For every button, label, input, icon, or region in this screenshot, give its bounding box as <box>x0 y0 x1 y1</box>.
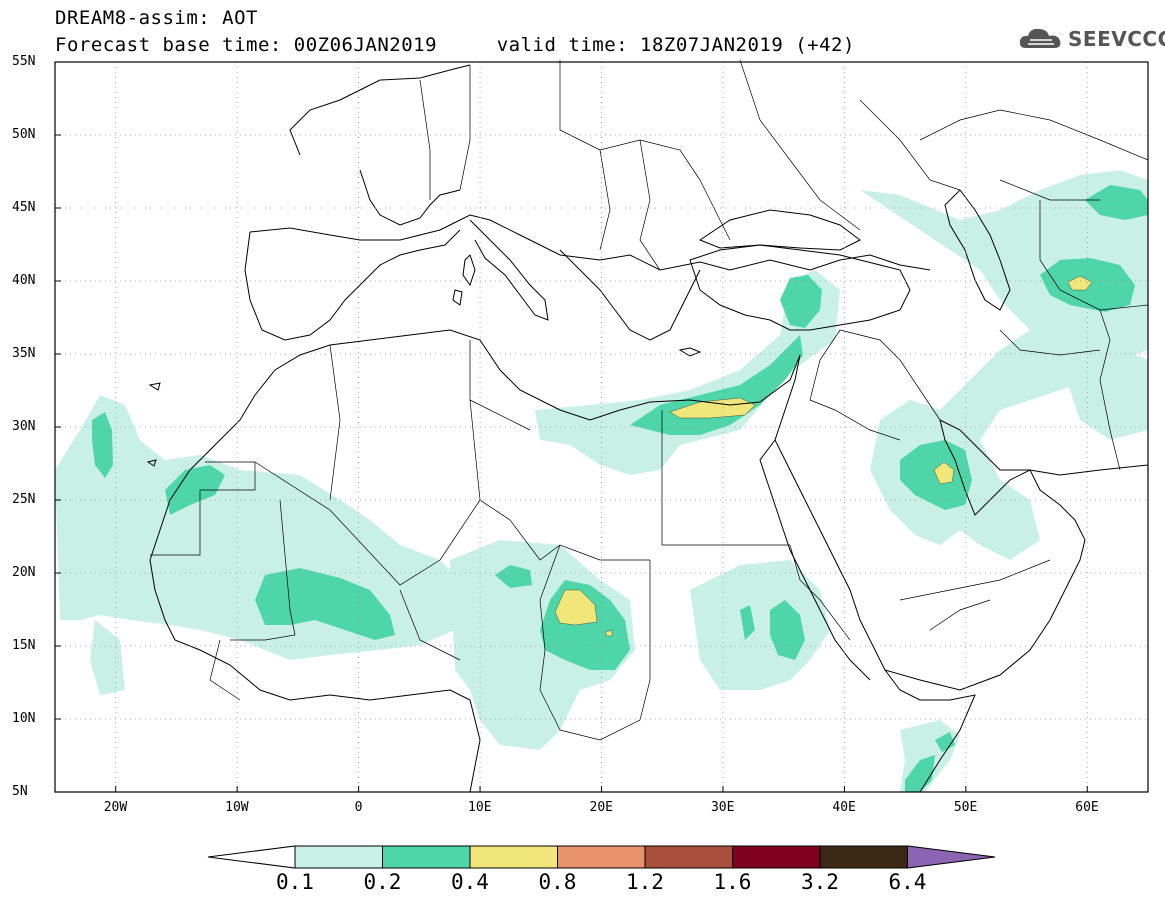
lon-label: 50E <box>953 800 978 815</box>
lat-label: 45N <box>12 200 36 215</box>
lon-label: 60E <box>1075 800 1099 815</box>
colorbar-box <box>732 845 821 869</box>
lat-label: 20N <box>12 565 36 580</box>
colorbar-box <box>819 845 908 869</box>
cloud-icon <box>1019 28 1061 48</box>
seevccc-logo: SEEVCCC <box>1018 26 1165 52</box>
lat-label: 30N <box>12 419 36 434</box>
colorbar-under-triangle <box>207 845 296 869</box>
aot-field-0.4 <box>554 275 1093 637</box>
colorbar-label: 0.4 <box>451 870 489 894</box>
colorbar-box <box>557 845 646 869</box>
colorbar-box <box>644 845 733 869</box>
colorbar-label: 3.2 <box>801 870 839 894</box>
country-borders <box>150 59 1149 741</box>
colorbar-box <box>382 845 471 869</box>
lon-label: 40E <box>832 800 856 815</box>
colorbar-label: 0.1 <box>276 870 314 894</box>
lon-label: 10E <box>468 800 492 815</box>
colorbar <box>207 845 996 869</box>
colorbar-label: 1.2 <box>626 870 664 894</box>
coastlines <box>146 64 1149 793</box>
lon-label: 30E <box>710 800 735 815</box>
lat-label: 35N <box>12 346 36 361</box>
logo-text: SEEVCCC <box>1068 27 1165 51</box>
colorbar-label: 1.6 <box>713 870 752 894</box>
lat-label: 55N <box>12 54 36 69</box>
forecast-time-line: Forecast base time: 00Z06JAN2019 valid t… <box>55 34 855 56</box>
colorbar-over-triangle <box>907 845 996 869</box>
lat-label: 15N <box>12 638 36 653</box>
lat-label: 5N <box>12 784 28 799</box>
colorbar-box <box>469 845 558 869</box>
aot-map <box>54 59 1149 793</box>
lat-label: 50N <box>12 127 36 142</box>
colorbar-label: 0.8 <box>538 870 577 894</box>
lon-label: 20E <box>589 800 613 815</box>
lat-label: 25N <box>12 492 36 507</box>
colorbar-label: 6.4 <box>888 870 927 894</box>
gridlines <box>55 62 1148 792</box>
lat-label: 10N <box>12 711 36 726</box>
lon-label: 0 <box>354 800 363 815</box>
lon-label: 20W <box>103 800 128 815</box>
colorbar-box <box>294 845 383 869</box>
chart-title: DREAM8-assim: AOT <box>55 7 258 29</box>
lon-label: 10W <box>225 800 249 815</box>
lat-label: 40N <box>12 273 36 288</box>
colorbar-label: 0.2 <box>363 870 402 894</box>
